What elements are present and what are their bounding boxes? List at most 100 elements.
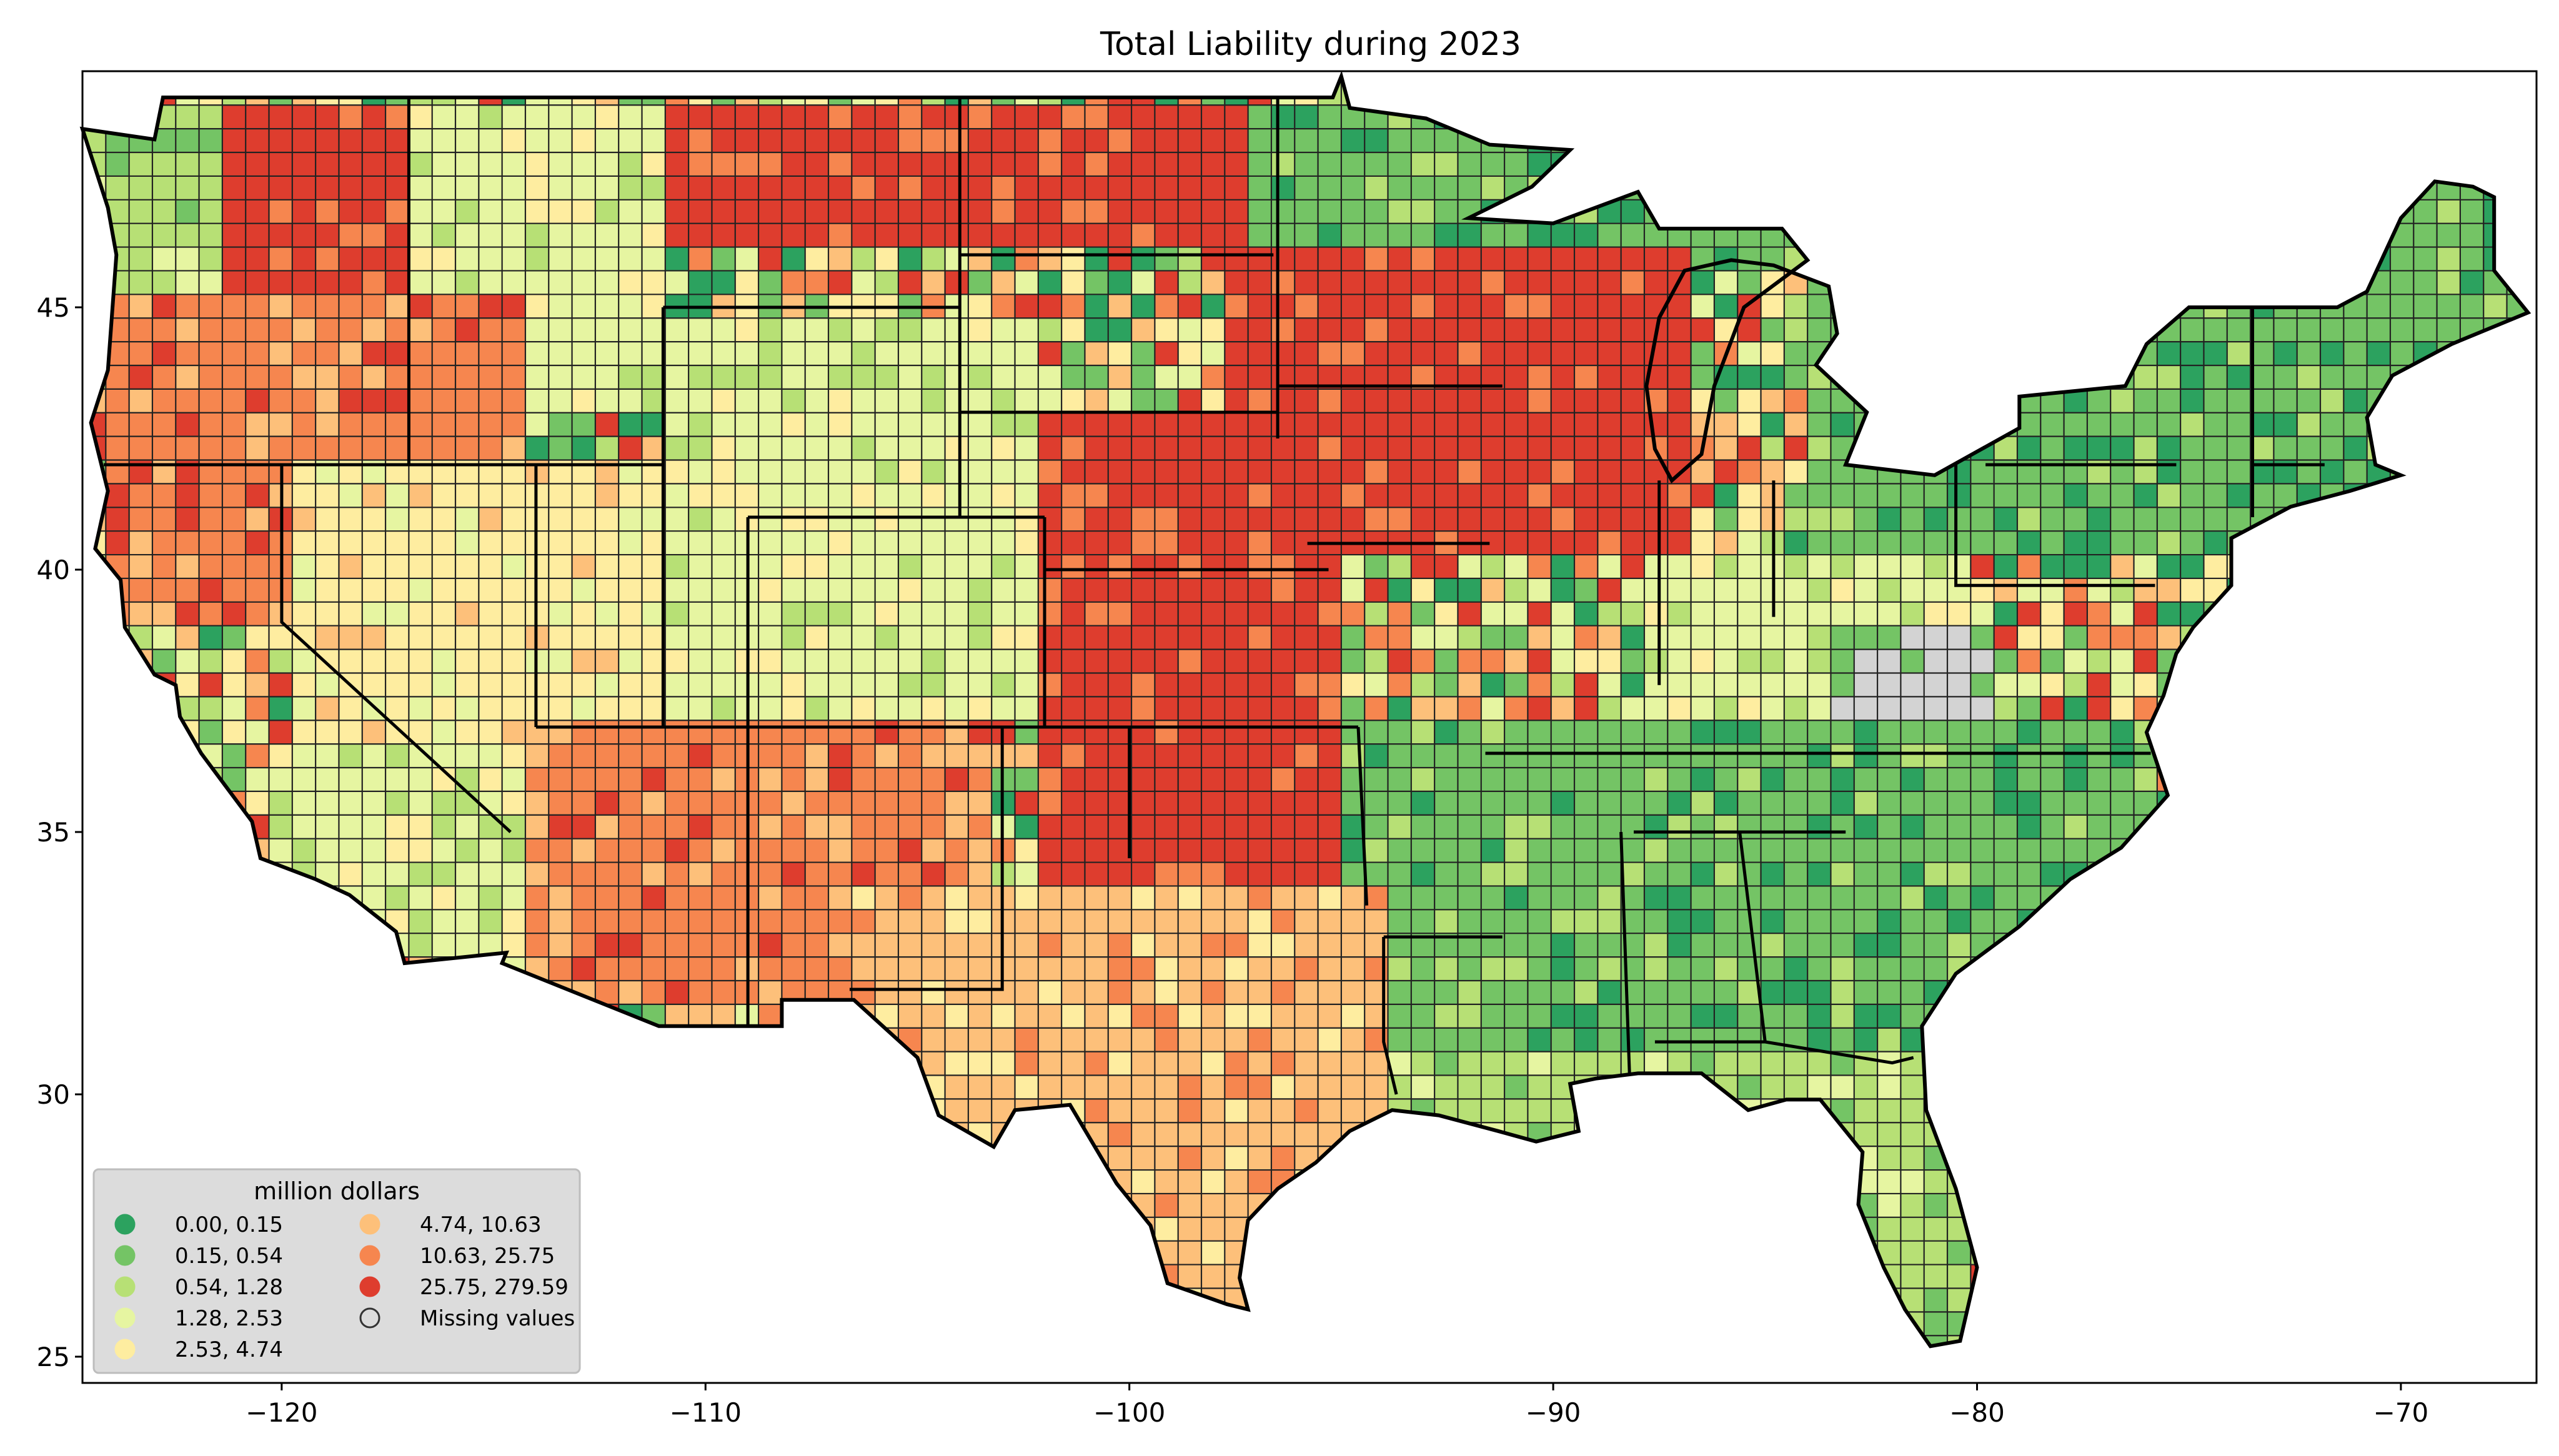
county-cell	[1434, 176, 1458, 201]
county-cell	[1574, 886, 1598, 910]
county-cell	[945, 696, 969, 721]
county-cell	[292, 389, 316, 414]
county-cell	[176, 578, 200, 603]
county-cell	[805, 696, 829, 721]
county-cell	[595, 1264, 619, 1289]
county-cell	[82, 483, 106, 508]
county-cell	[572, 270, 596, 295]
county-cell	[1388, 389, 1412, 414]
county-cell	[2087, 270, 2111, 295]
county-cell	[1225, 909, 1249, 934]
county-cell	[898, 768, 922, 792]
county-cell	[1061, 412, 1085, 437]
county-cell	[712, 483, 736, 508]
county-cell	[2017, 1122, 2041, 1147]
county-cell	[2064, 696, 2088, 721]
county-cell	[805, 909, 829, 934]
county-cell	[1015, 412, 1039, 437]
county-cell	[665, 1288, 689, 1312]
county-cell	[339, 625, 363, 650]
county-cell	[1411, 1359, 1435, 1384]
county-cell	[1085, 886, 1109, 910]
county-cell	[619, 981, 643, 1005]
county-cell	[2134, 673, 2158, 697]
county-cell	[1528, 460, 1552, 484]
county-cell	[2017, 270, 2041, 295]
county-cell	[1598, 957, 1622, 981]
county-cell	[1970, 768, 1995, 792]
county-cell	[82, 578, 106, 603]
county-cell	[922, 768, 946, 792]
county-cell	[385, 531, 409, 555]
county-cell	[199, 1099, 223, 1123]
county-cell	[1271, 1122, 1295, 1147]
county-cell	[782, 1193, 806, 1218]
county-cell	[1504, 768, 1528, 792]
county-cell	[665, 318, 689, 342]
county-cell	[479, 744, 503, 768]
county-cell	[2110, 1193, 2135, 1218]
county-cell	[1271, 460, 1295, 484]
county-cell	[1947, 696, 1971, 721]
county-cell	[1551, 1288, 1575, 1312]
county-cell	[945, 578, 969, 603]
county-cell	[1667, 1122, 1692, 1147]
county-cell	[1877, 933, 1901, 958]
county-cell	[1691, 909, 1715, 934]
county-cell	[922, 1288, 946, 1312]
county-cell	[222, 436, 246, 461]
county-cell	[688, 602, 712, 626]
county-cell	[1761, 862, 1785, 887]
county-cell	[945, 507, 969, 532]
county-cell	[549, 76, 573, 82]
county-cell	[875, 933, 899, 958]
county-cell	[129, 531, 153, 555]
county-cell	[1784, 1241, 1808, 1265]
county-cell	[199, 625, 223, 650]
county-cell	[2087, 649, 2111, 674]
county-cell	[1434, 1051, 1458, 1076]
county-cell	[1178, 460, 1202, 484]
county-cell	[129, 1146, 153, 1171]
county-cell	[339, 1122, 363, 1147]
county-cell	[1015, 436, 1039, 461]
county-cell	[1761, 720, 1785, 745]
county-cell	[1294, 768, 1319, 792]
county-cell	[1155, 744, 1179, 768]
county-cell	[82, 791, 106, 816]
county-cell	[758, 76, 782, 82]
county-cell	[665, 696, 689, 721]
county-cell	[1598, 318, 1622, 342]
county-cell	[479, 152, 503, 177]
county-cell	[362, 342, 386, 366]
county-cell	[595, 791, 619, 816]
county-cell	[479, 129, 503, 153]
county-cell	[2064, 199, 2088, 224]
county-cell	[1504, 696, 1528, 721]
county-cell	[1784, 909, 1808, 934]
county-cell	[106, 886, 130, 910]
county-cell	[362, 815, 386, 839]
county-cell	[828, 507, 852, 532]
county-cell	[1271, 247, 1295, 272]
county-cell	[1877, 720, 1901, 745]
county-cell	[1970, 1193, 1995, 1218]
county-cell	[2134, 555, 2158, 579]
county-cell	[875, 1122, 899, 1147]
county-cell	[852, 270, 876, 295]
county-cell	[595, 1288, 619, 1312]
county-cell	[1388, 957, 1412, 981]
county-cell	[502, 294, 526, 319]
county-cell	[2087, 81, 2111, 106]
county-cell	[269, 649, 293, 674]
county-cell	[1201, 862, 1225, 887]
county-cell	[1901, 1335, 1925, 1347]
county-cell	[1364, 199, 1389, 224]
county-cell	[2134, 412, 2158, 437]
county-cell	[968, 270, 992, 295]
county-cell	[735, 1122, 759, 1147]
county-cell	[1877, 129, 1901, 153]
county-cell	[269, 105, 293, 129]
county-cell	[828, 649, 852, 674]
county-cell	[1667, 507, 1692, 532]
